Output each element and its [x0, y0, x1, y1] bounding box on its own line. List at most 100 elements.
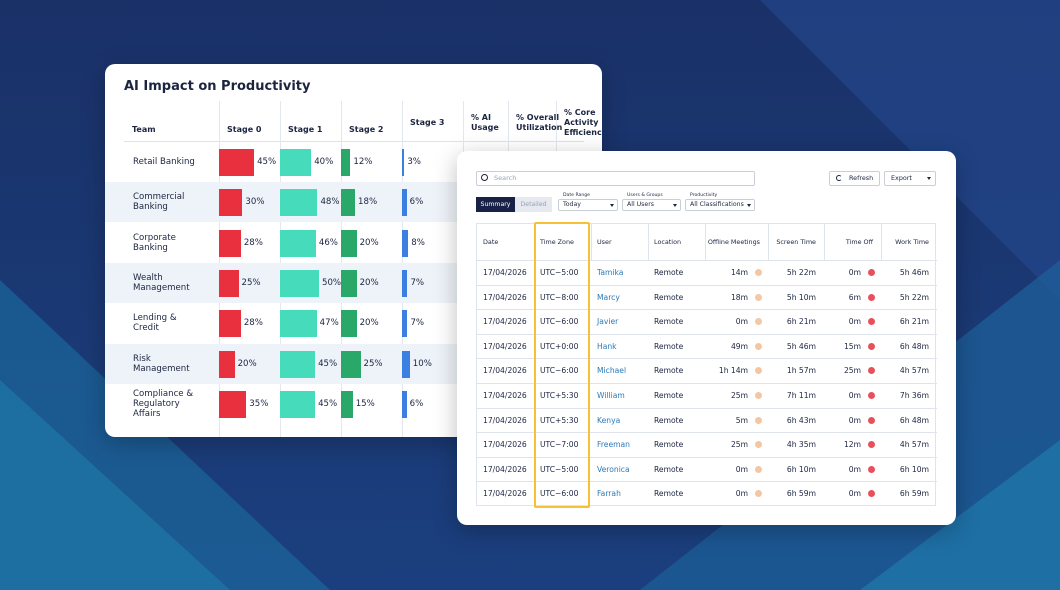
table-cell: 7h 36m	[899, 391, 929, 400]
user-link[interactable]: Tamika	[597, 268, 624, 277]
user-link[interactable]: Veronica	[597, 464, 630, 474]
filter-label: Users & Groups	[627, 193, 663, 198]
stage-bar	[402, 390, 407, 418]
column-divider	[881, 224, 882, 260]
status-dot	[755, 490, 762, 498]
stage-label: 45%	[318, 358, 338, 369]
stage-bar	[402, 149, 405, 176]
status-dot	[868, 465, 875, 473]
table-cell: UTC+5:30	[540, 391, 579, 400]
stage-label: 8%	[411, 237, 425, 248]
table-cell: 6h 43m	[786, 415, 816, 425]
refresh-icon	[836, 175, 842, 181]
stage-bar	[341, 350, 361, 378]
column-header: User	[597, 238, 612, 246]
view-tab[interactable]: Summary	[476, 197, 515, 212]
stage-label: 7%	[410, 318, 425, 329]
stage-label: 10%	[412, 358, 432, 369]
table-cell: 6h 48m	[899, 341, 929, 351]
user-link[interactable]: Farrah	[597, 489, 621, 499]
filter-value: All Classifications	[690, 201, 744, 208]
column-header: % AI Usage	[471, 113, 499, 132]
column-header: Time Zone	[540, 238, 574, 246]
table-cell: 5h 46m	[786, 341, 816, 351]
table-cell: Remote	[654, 292, 684, 302]
status-dot	[755, 392, 762, 399]
column-divider	[768, 224, 769, 260]
table-cell: 15m	[843, 341, 861, 351]
search-placeholder: Search	[494, 174, 517, 182]
table-cell: UTC+5:30	[540, 415, 579, 425]
stage-label: 20%	[237, 358, 257, 369]
dropdown-caret	[927, 177, 931, 180]
row-divider	[477, 309, 937, 311]
table-cell: 18m	[730, 292, 748, 302]
filter-dropdown[interactable]: All Classifications	[685, 199, 755, 211]
table-cell: UTC−5:00	[540, 464, 579, 474]
stage-label: 46%	[318, 237, 338, 248]
filter-value: Today	[563, 201, 581, 208]
user-link[interactable]: Michael	[597, 366, 627, 376]
filter-value: All Users	[627, 201, 654, 208]
stage-bar	[402, 189, 407, 217]
table-cell: 0m	[735, 489, 748, 499]
user-link[interactable]: Hank	[597, 341, 617, 351]
status-dot	[868, 416, 875, 424]
table-cell: 25m	[730, 440, 748, 450]
view-tab[interactable]: Detailed	[515, 197, 552, 212]
export-label: Export	[891, 174, 912, 182]
user-link[interactable]: Kenya	[597, 415, 621, 425]
stage-bar	[341, 269, 357, 297]
table-cell: 17/04/2026	[483, 464, 527, 474]
stage-bar	[341, 310, 357, 338]
column-header: Location	[654, 238, 682, 246]
refresh-button[interactable]: Refresh	[829, 171, 880, 186]
filter-label: Productivity	[690, 193, 718, 198]
stage-label: 3%	[407, 157, 421, 167]
user-link[interactable]: William	[597, 391, 625, 400]
stage-bar	[402, 350, 410, 378]
column-highlight	[534, 222, 590, 508]
table-cell: 6h 21m	[899, 317, 929, 327]
filter-dropdown[interactable]: Today	[558, 199, 618, 211]
stage-bar	[280, 350, 316, 378]
table-cell: Remote	[654, 391, 684, 400]
stage-label: 25%	[363, 358, 383, 369]
stage-bar	[341, 229, 357, 257]
table-cell: 17/04/2026	[483, 317, 527, 327]
status-dot	[868, 318, 875, 326]
table-cell: 6m	[848, 292, 861, 302]
table-cell: 5m	[735, 415, 748, 425]
table-cell: 17/04/2026	[483, 489, 527, 499]
stage-label: 30%	[245, 197, 265, 208]
table-cell: 14m	[730, 268, 748, 277]
row-divider	[477, 432, 937, 434]
table-cell: 49m	[730, 341, 748, 351]
table-cell: 5h 46m	[899, 268, 929, 277]
table-cell: Remote	[654, 489, 684, 499]
user-link[interactable]: Marcy	[597, 292, 620, 302]
column-header: Stage 1	[288, 125, 323, 134]
status-dot	[755, 367, 762, 375]
user-link[interactable]: Freeman	[597, 440, 630, 450]
stage-bar	[219, 229, 241, 257]
status-dot	[868, 342, 875, 350]
stage-bar	[280, 269, 319, 297]
table-cell: 6h 59m	[786, 489, 816, 499]
table-cell: 17/04/2026	[483, 292, 527, 302]
export-button[interactable]: Export	[884, 171, 936, 186]
stage-label: 35%	[249, 398, 269, 409]
stage-bar	[341, 390, 353, 418]
stage-bar	[219, 310, 241, 338]
column-divider	[591, 224, 592, 260]
table-cell: 0m	[848, 489, 861, 499]
table-cell: 12m	[843, 440, 861, 450]
user-link[interactable]: Javier	[597, 317, 619, 327]
table-cell: UTC−6:00	[540, 317, 579, 327]
search-box[interactable]: Search	[476, 171, 755, 186]
filter-dropdown[interactable]: All Users	[622, 199, 681, 211]
stage-bar	[341, 149, 351, 176]
table-cell: 6h 59m	[899, 489, 929, 499]
status-dot	[755, 293, 762, 301]
